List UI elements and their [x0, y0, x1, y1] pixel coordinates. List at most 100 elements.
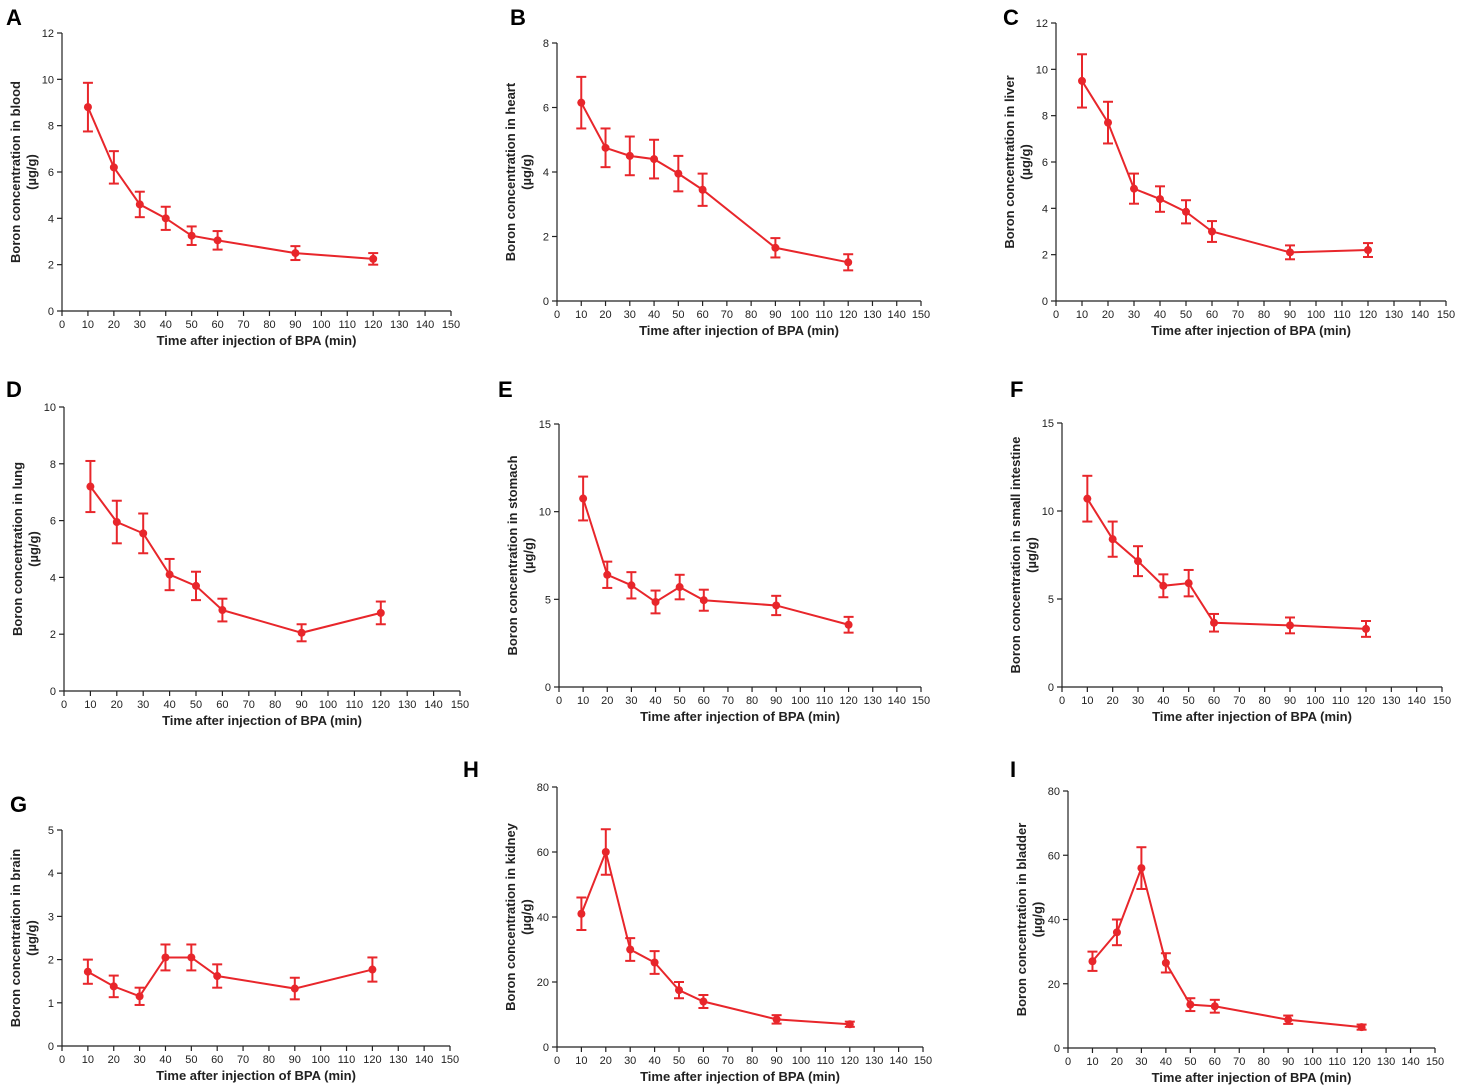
data-point: [699, 997, 708, 1006]
y-tick-label: 12: [1036, 18, 1048, 30]
x-tick-label: 80: [263, 1054, 275, 1066]
x-tick-label: 20: [1107, 695, 1119, 707]
y-tick-label: 60: [537, 847, 549, 859]
x-tick-label: 90: [289, 1054, 301, 1066]
x-tick-label: 10: [1076, 309, 1088, 321]
data-point: [1159, 581, 1168, 590]
data-point: [1156, 195, 1164, 204]
x-tick-label: 80: [1258, 309, 1270, 321]
x-tick-label: 20: [108, 1054, 120, 1066]
data-point: [1208, 227, 1216, 236]
x-tick-label: 50: [1184, 1056, 1196, 1068]
x-tick-label: 60: [697, 1055, 709, 1067]
x-tick-label: 30: [133, 1054, 145, 1066]
y-axis-title-b: Boron concentration in heart(µg/g): [503, 82, 534, 261]
x-tick-label: 140: [888, 309, 906, 321]
data-point: [109, 982, 118, 991]
x-tick-label: 100: [1306, 695, 1324, 707]
x-tick-label: 120: [364, 319, 382, 331]
y-tick-label: 20: [537, 977, 549, 989]
x-axis-title-g: Time after injection of BPA (min): [156, 1068, 356, 1083]
y-axis-title-f: Boron concentration in small intestine(µ…: [1008, 437, 1039, 674]
y-tick-label: 0: [1054, 1043, 1060, 1055]
y-tick-label: 0: [543, 1042, 549, 1054]
data-point: [577, 909, 586, 918]
y-tick-label: 1: [48, 998, 54, 1010]
x-tick-label: 110: [338, 1054, 356, 1066]
y-axis-title-line: (µg/g): [24, 154, 39, 190]
x-tick-label: 20: [1111, 1056, 1123, 1068]
data-point: [579, 494, 588, 503]
x-tick-label: 30: [1132, 695, 1144, 707]
y-tick-label: 5: [1048, 594, 1054, 606]
y-tick-label: 8: [50, 459, 56, 471]
x-tick-label: 90: [769, 309, 781, 321]
data-point: [1104, 118, 1112, 127]
y-axis-title-line: Boron concentration in stomach: [505, 455, 520, 655]
x-tick-label: 40: [163, 699, 175, 711]
data-point: [1137, 864, 1146, 873]
data-point: [844, 258, 853, 267]
data-point: [83, 103, 92, 112]
panel-letter-a: A: [6, 5, 22, 30]
y-tick-label: 0: [1048, 682, 1054, 694]
y-tick-label: 40: [537, 912, 549, 924]
x-tick-label: 50: [1180, 309, 1192, 321]
y-axis-title-line: (µg/g): [519, 154, 534, 190]
data-point: [601, 848, 610, 856]
y-tick-label: 0: [48, 306, 54, 318]
series-line-b: [580, 102, 849, 264]
y-axis-title-line: Boron concentration in heart: [503, 82, 518, 261]
data-point: [1134, 557, 1142, 566]
y-tick-label: 8: [1042, 111, 1048, 123]
data-point: [112, 518, 121, 527]
y-axis-title-d: Boron concentration in lung(µg/g): [10, 462, 41, 636]
data-point: [650, 958, 659, 967]
x-tick-label: 70: [237, 319, 249, 331]
x-tick-label: 40: [1157, 695, 1169, 707]
panel-letter-b: B: [510, 5, 526, 30]
panel-h: H 0 20 40 60 80 0 10 20 30 40 50 60 70 80 90 100 110 120 13…: [463, 757, 932, 1084]
panel-i: I 0 20 40 60 80 0 10 20 30 40 50 60 70 80 90 100 110 120 13…: [1010, 757, 1444, 1085]
series-line-h: [580, 848, 850, 1026]
x-tick-label: 90: [770, 695, 782, 707]
data-point: [844, 620, 853, 629]
x-tick-label: 60: [1206, 309, 1218, 321]
data-point: [626, 945, 635, 954]
x-tick-label: 100: [792, 1055, 810, 1067]
x-tick-label: 30: [1135, 1056, 1147, 1068]
x-tick-label: 120: [841, 1055, 859, 1067]
x-tick-label: 40: [649, 695, 661, 707]
x-tick-label: 80: [746, 1055, 758, 1067]
panel-letter-h: H: [463, 757, 479, 782]
series-line-d: [89, 485, 382, 634]
y-axis-title-a: Boron concentration in blood(µg/g): [8, 81, 39, 263]
y-axis-title-line: (µg/g): [1024, 537, 1039, 573]
y-tick-label: 3: [48, 911, 54, 923]
x-tick-label: 80: [269, 699, 281, 711]
x-tick-label: 100: [319, 699, 337, 711]
x-tick-label: 150: [1426, 1056, 1444, 1068]
panel-letter-g: G: [10, 792, 27, 817]
x-tick-label: 0: [556, 695, 562, 707]
x-tick-label: 90: [289, 319, 301, 331]
x-tick-label: 40: [1160, 1056, 1172, 1068]
x-axis-title-d: Time after injection of BPA (min): [162, 713, 362, 728]
data-point: [577, 98, 586, 107]
data-point: [1357, 1023, 1366, 1032]
y-tick-label: 4: [543, 167, 549, 179]
x-tick-label: 10: [575, 309, 587, 321]
x-tick-label: 10: [1081, 695, 1093, 707]
y-tick-label: 0: [48, 1041, 54, 1053]
y-tick-label: 4: [48, 213, 54, 225]
x-tick-label: 120: [372, 699, 390, 711]
x-tick-label: 110: [816, 695, 834, 707]
x-tick-label: 130: [1382, 695, 1400, 707]
x-tick-label: 110: [817, 1055, 835, 1067]
y-tick-label: 8: [48, 121, 54, 133]
data-point: [772, 601, 781, 610]
